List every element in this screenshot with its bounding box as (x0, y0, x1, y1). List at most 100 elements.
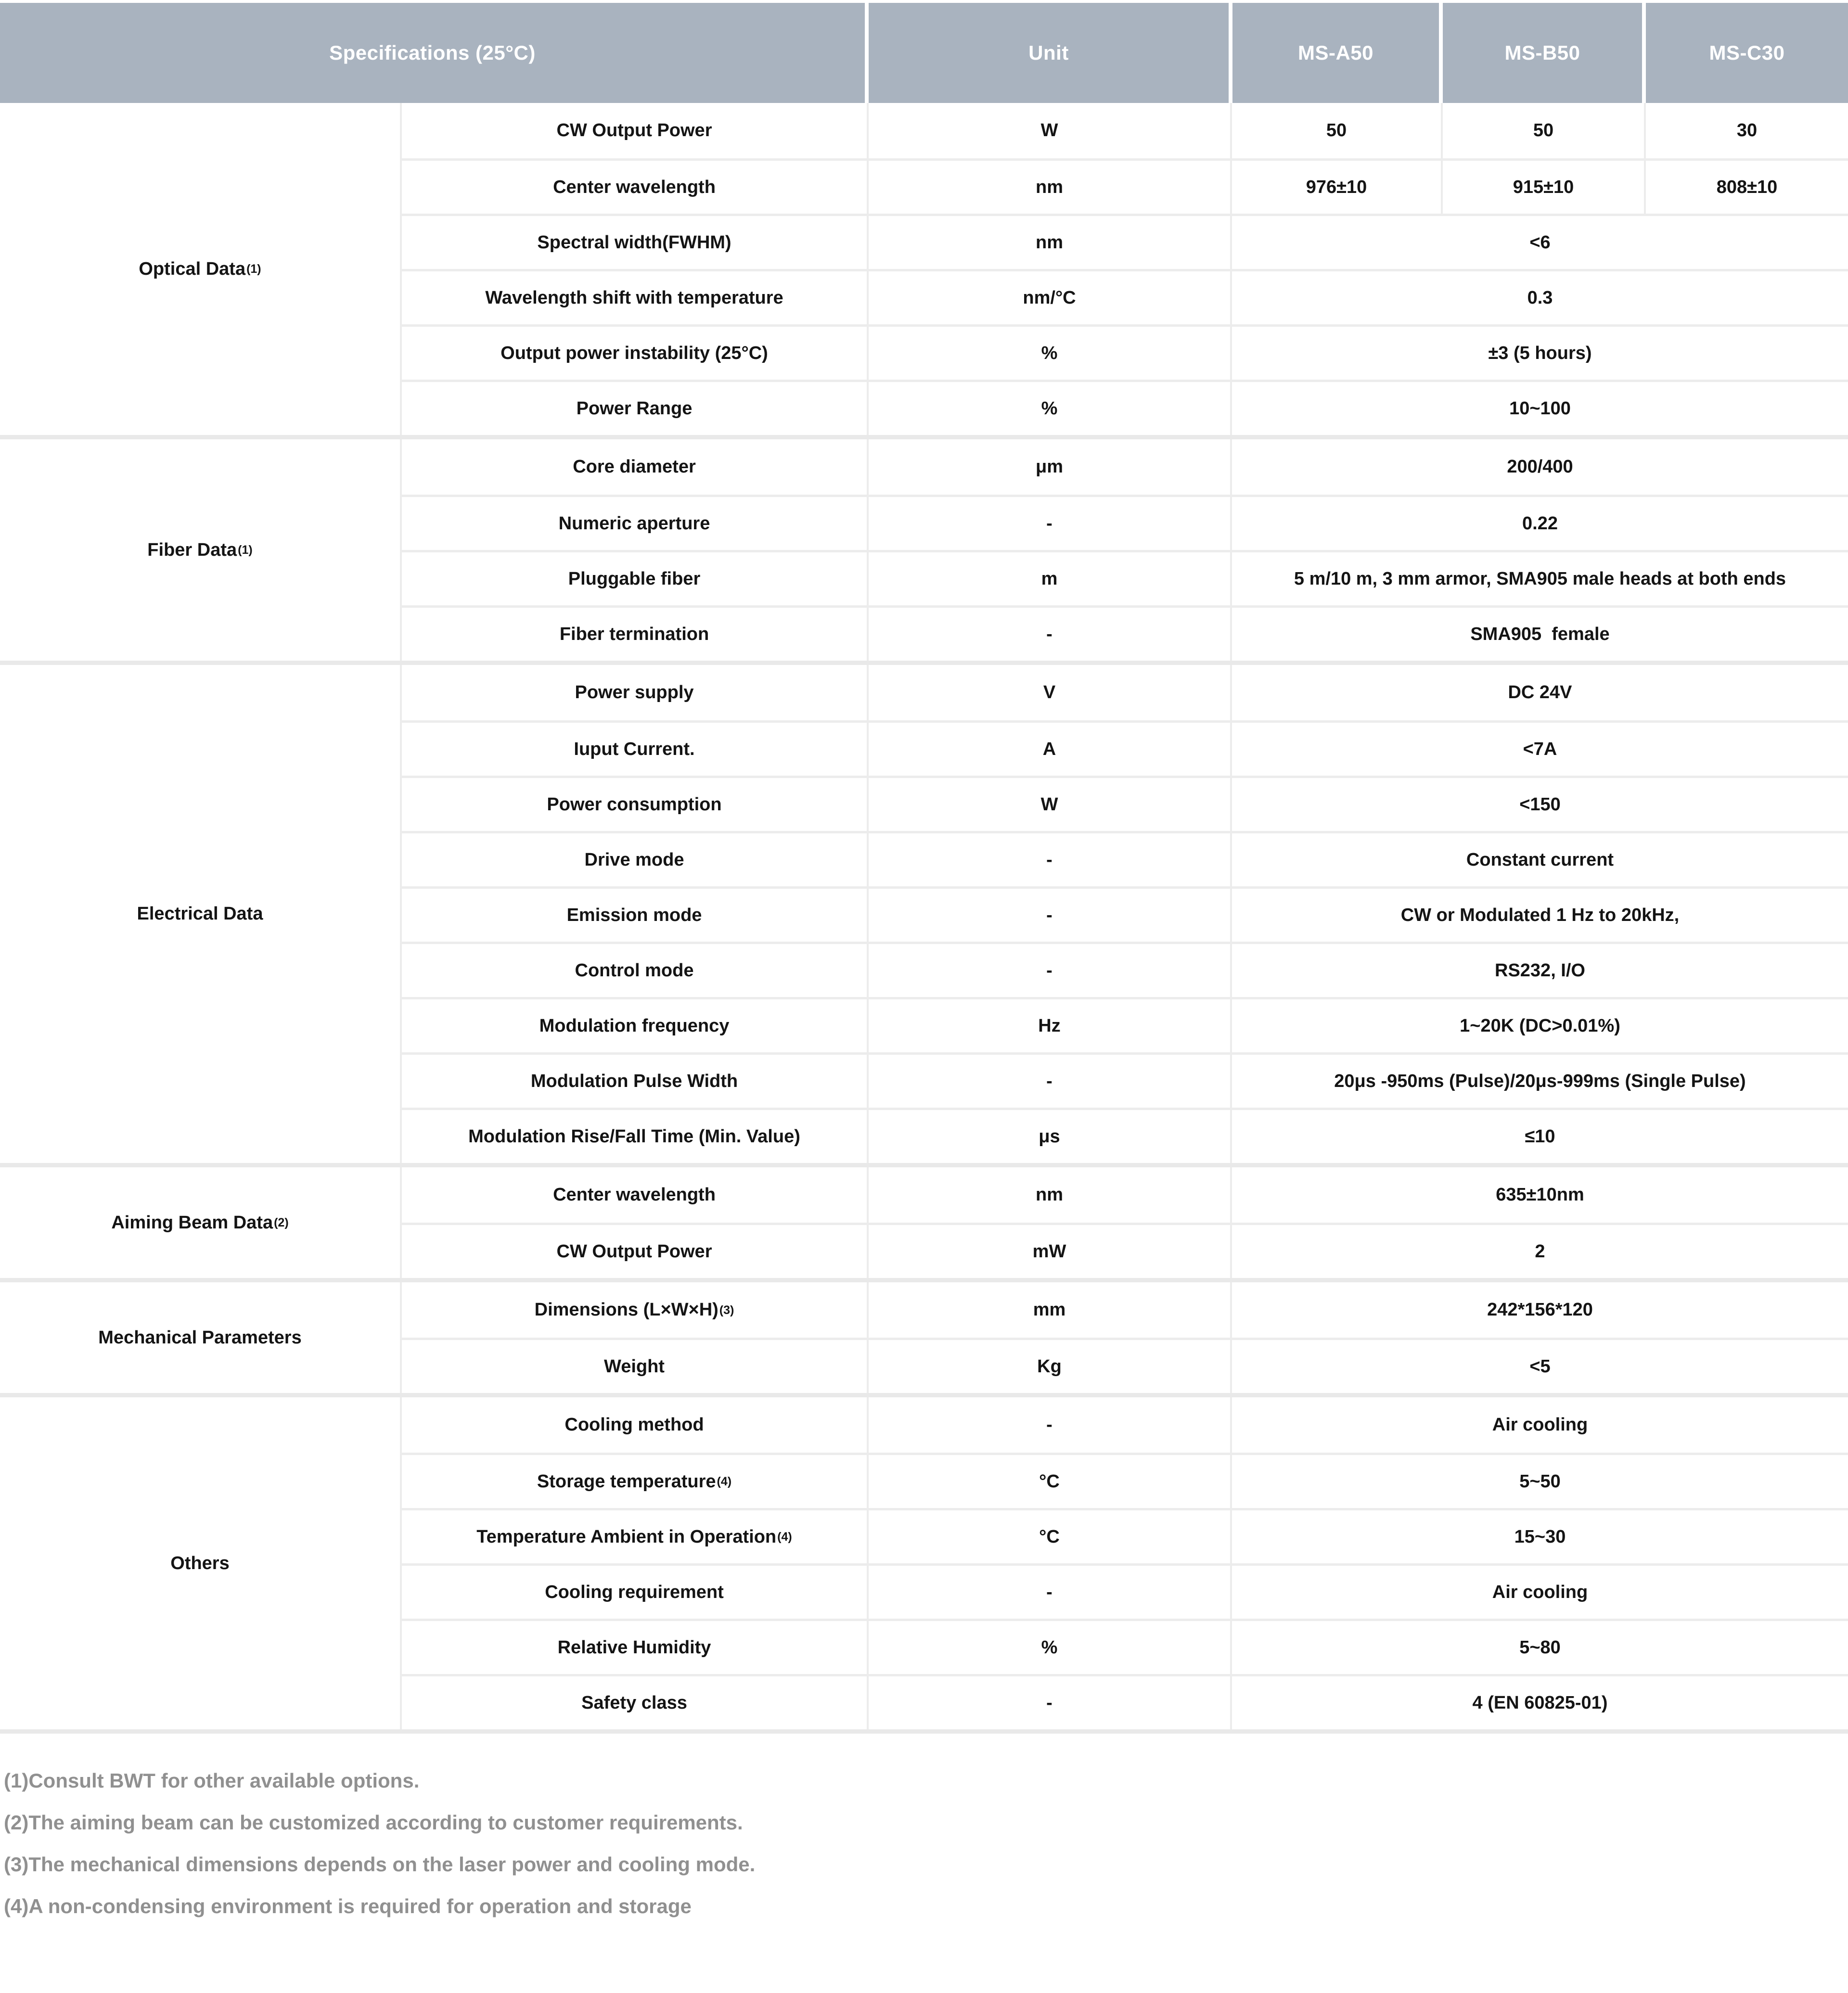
param-label: CW Output Power (556, 1241, 712, 1262)
value-cell: 915±10 (1443, 158, 1646, 214)
header-model-ms-a50: MS-A50 (1232, 3, 1439, 103)
spec-sheet-page: Specifications (25°C) Unit MS-A50 MS-B50… (0, 3, 1848, 1993)
param-cell: Safety class (402, 1674, 869, 1729)
param-cell: Power consumption (402, 776, 869, 831)
unit-cell: °C (869, 1453, 1232, 1508)
category-cell: Optical Data (1) (0, 103, 402, 435)
unit-cell: - (869, 605, 1232, 661)
param-label: Safety class (581, 1692, 687, 1713)
footnotes: (1)Consult BWT for other available optio… (0, 1734, 1848, 1927)
unit-cell: - (869, 942, 1232, 997)
param-cell: Relative Humidity (402, 1619, 869, 1674)
category-cell: Mechanical Parameters (0, 1282, 402, 1393)
category-cell: Aiming Beam Data (2) (0, 1167, 402, 1278)
unit-cell: - (869, 495, 1232, 550)
value-cell-merged: SMA905 female (1232, 605, 1848, 661)
section-optical-data: Optical Data (1) CW Output Power W 50 50 30 Cen… (0, 103, 1848, 435)
unit-cell: Kg (869, 1338, 1232, 1393)
param-cell: Drive mode (402, 831, 869, 886)
unit-cell: % (869, 324, 1232, 380)
value-cell-merged: 242*156*120 (1232, 1282, 1848, 1338)
unit-cell: % (869, 380, 1232, 435)
param-label: Modulation frequency (539, 1015, 730, 1036)
param-label: Output power instability (25°C) (500, 343, 768, 363)
category-label: Aiming Beam Data (111, 1212, 273, 1233)
param-label: Relative Humidity (557, 1637, 711, 1658)
value-cell: 50 (1232, 103, 1443, 158)
param-cell: Modulation Rise/Fall Time (Min. Value) (402, 1108, 869, 1163)
unit-cell: nm (869, 1167, 1232, 1223)
value-cell: 808±10 (1646, 158, 1848, 214)
param-label: Drive mode (584, 849, 684, 870)
value-cell-merged: ±3 (5 hours) (1232, 324, 1848, 380)
param-label: Modulation Pulse Width (530, 1071, 738, 1091)
unit-cell: mW (869, 1223, 1232, 1278)
section-divider (0, 1729, 1848, 1734)
category-label: Fiber Data (147, 539, 237, 560)
value-cell-merged: DC 24V (1232, 665, 1848, 720)
param-cell: CW Output Power (402, 1223, 869, 1278)
value-cell-merged: Air cooling (1232, 1563, 1848, 1619)
header-model-ms-b50: MS-B50 (1443, 3, 1642, 103)
section-divider (0, 435, 1848, 439)
unit-cell: W (869, 103, 1232, 158)
param-label: Control mode (575, 960, 694, 981)
param-label: Numeric aperture (558, 513, 710, 534)
value-cell-merged: RS232, I/O (1232, 942, 1848, 997)
param-label: Wavelength shift with temperature (485, 287, 783, 308)
unit-cell: nm (869, 158, 1232, 214)
value-cell-merged: 5 m/10 m, 3 mm armor, SMA905 male heads … (1232, 550, 1848, 605)
param-cell: Power supply (402, 665, 869, 720)
value-cell-merged: <150 (1232, 776, 1848, 831)
section-mechanical-parameters: Mechanical Parameters Dimensions (L×W×H)(… (0, 1282, 1848, 1393)
param-cell: Core diameter (402, 439, 869, 495)
category-label: Mechanical Parameters (98, 1327, 302, 1348)
value-cell-merged: <5 (1232, 1338, 1848, 1393)
category-cell: Electrical Data (0, 665, 402, 1163)
param-label: Center wavelength (553, 1185, 716, 1205)
category-label: Others (170, 1553, 230, 1573)
header-unit: Unit (869, 3, 1229, 103)
value-cell-merged: <6 (1232, 214, 1848, 269)
param-cell: Dimensions (L×W×H) (3) (402, 1282, 869, 1338)
value-cell-merged: Constant current (1232, 831, 1848, 886)
param-label: Weight (604, 1356, 665, 1377)
unit-cell: μm (869, 439, 1232, 495)
value-cell-merged: 0.3 (1232, 269, 1848, 324)
param-label: Cooling requirement (545, 1582, 724, 1602)
param-cell: Modulation Pulse Width (402, 1052, 869, 1108)
section-aiming-beam-data: Aiming Beam Data (2) Center wavelength nm 63… (0, 1167, 1848, 1278)
param-label: Cooling method (565, 1415, 704, 1435)
unit-cell: nm/°C (869, 269, 1232, 324)
header-specifications: Specifications (25°C) (0, 3, 865, 103)
param-cell: Spectral width(FWHM) (402, 214, 869, 269)
unit-cell: nm (869, 214, 1232, 269)
header-model-ms-c30: MS-C30 (1646, 3, 1848, 103)
param-cell: Control mode (402, 942, 869, 997)
unit-cell: - (869, 1397, 1232, 1453)
category-cell: Fiber Data (1) (0, 439, 402, 661)
value-cell-merged: 5~50 (1232, 1453, 1848, 1508)
unit-cell: Hz (869, 997, 1232, 1052)
value-cell: 50 (1443, 103, 1646, 158)
param-label: Fiber termination (559, 624, 709, 644)
param-label: Power Range (576, 398, 693, 419)
param-cell: Cooling method (402, 1397, 869, 1453)
unit-cell: V (869, 665, 1232, 720)
param-label: CW Output Power (556, 120, 712, 141)
param-label: Modulation Rise/Fall Time (Min. Value) (468, 1126, 800, 1147)
param-label: Core diameter (573, 457, 696, 477)
section-divider (0, 661, 1848, 665)
category-label: Optical Data (139, 258, 246, 279)
footnote-2: (2)The aiming beam can be customized acc… (4, 1811, 743, 1834)
value-cell-merged: ≤10 (1232, 1108, 1848, 1163)
value-cell-merged: 15~30 (1232, 1508, 1848, 1563)
param-cell: Storage temperature (4) (402, 1453, 869, 1508)
param-cell: Weight (402, 1338, 869, 1393)
unit-cell: °C (869, 1508, 1232, 1563)
unit-cell: - (869, 1052, 1232, 1108)
value-cell-merged: 4 (EN 60825-01) (1232, 1674, 1848, 1729)
unit-cell: A (869, 720, 1232, 776)
param-label: Pluggable fiber (568, 568, 701, 589)
param-cell: Modulation frequency (402, 997, 869, 1052)
